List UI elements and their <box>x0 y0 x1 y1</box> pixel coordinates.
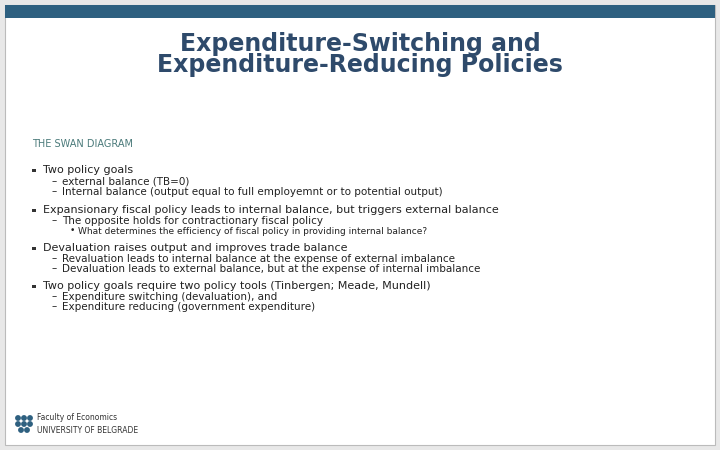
Text: –: – <box>52 264 58 274</box>
Circle shape <box>16 416 20 420</box>
Text: Faculty of Economics
UNIVERSITY OF BELGRADE: Faculty of Economics UNIVERSITY OF BELGR… <box>37 413 138 435</box>
Text: Devaluation leads to external balance, but at the expense of internal imbalance: Devaluation leads to external balance, b… <box>62 264 480 274</box>
Circle shape <box>22 416 26 420</box>
Text: –: – <box>52 253 58 264</box>
Bar <box>32 247 35 250</box>
Text: Expenditure switching (devaluation), and: Expenditure switching (devaluation), and <box>62 292 277 302</box>
Text: –: – <box>52 292 58 302</box>
Circle shape <box>22 422 26 426</box>
Bar <box>5 5 715 18</box>
Text: Expenditure reducing (government expenditure): Expenditure reducing (government expendi… <box>62 302 315 312</box>
Text: Expansionary fiscal policy leads to internal balance, but triggers external bala: Expansionary fiscal policy leads to inte… <box>43 205 499 215</box>
Text: Internal balance (output equal to full employemnt or to potential output): Internal balance (output equal to full e… <box>62 187 443 197</box>
Bar <box>32 208 35 212</box>
Circle shape <box>28 422 32 426</box>
Text: –: – <box>52 186 58 197</box>
Text: –: – <box>52 176 58 186</box>
Circle shape <box>24 428 30 432</box>
Text: The opposite holds for contractionary fiscal policy: The opposite holds for contractionary fi… <box>62 216 323 226</box>
Circle shape <box>19 428 23 432</box>
Text: THE SWAN DIAGRAM: THE SWAN DIAGRAM <box>32 139 133 149</box>
Text: Two policy goals: Two policy goals <box>43 165 133 175</box>
Text: Expenditure-Reducing Policies: Expenditure-Reducing Policies <box>157 53 563 77</box>
Circle shape <box>16 422 20 426</box>
Text: What determines the efficiency of fiscal policy in providing internal balance?: What determines the efficiency of fiscal… <box>78 226 427 235</box>
Text: Two policy goals require two policy tools (Tinbergen; Meade, Mundell): Two policy goals require two policy tool… <box>43 281 431 291</box>
Circle shape <box>28 416 32 420</box>
Text: Devaluation raises output and improves trade balance: Devaluation raises output and improves t… <box>43 243 348 253</box>
Bar <box>32 284 35 288</box>
FancyBboxPatch shape <box>5 5 715 445</box>
Bar <box>32 168 35 172</box>
Text: Revaluation leads to internal balance at the expense of external imbalance: Revaluation leads to internal balance at… <box>62 254 455 264</box>
Text: –: – <box>52 216 58 225</box>
Text: Expenditure-Switching and: Expenditure-Switching and <box>179 32 541 56</box>
Text: external balance (TB=0): external balance (TB=0) <box>62 177 189 187</box>
Text: –: – <box>52 302 58 311</box>
Text: •: • <box>70 226 76 235</box>
